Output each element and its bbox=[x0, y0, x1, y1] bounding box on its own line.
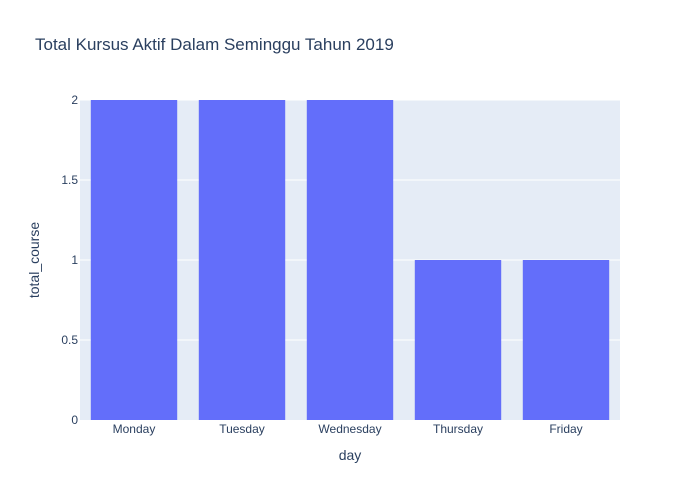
chart-title: Total Kursus Aktif Dalam Seminggu Tahun … bbox=[35, 35, 394, 54]
x-axis-ticks: Monday Tuesday Wednesday Thursday Friday bbox=[113, 422, 583, 436]
y-tick-label: 1.5 bbox=[61, 173, 78, 187]
y-tick-label: 0 bbox=[71, 413, 78, 427]
bars bbox=[90, 100, 610, 420]
bar-tuesday[interactable] bbox=[198, 100, 286, 420]
x-tick-label: Wednesday bbox=[318, 422, 381, 436]
bar-monday[interactable] bbox=[90, 100, 178, 420]
bar-wednesday[interactable] bbox=[306, 100, 394, 420]
x-tick-label: Thursday bbox=[433, 422, 483, 436]
bar-friday[interactable] bbox=[522, 260, 610, 420]
bar-thursday[interactable] bbox=[414, 260, 502, 420]
y-tick-label: 0.5 bbox=[61, 333, 78, 347]
y-axis-ticks: 0 0.5 1 1.5 2 bbox=[61, 93, 78, 427]
y-axis-title: total_course bbox=[26, 222, 42, 298]
x-tick-label: Friday bbox=[549, 422, 582, 436]
x-axis-title: day bbox=[339, 447, 362, 463]
x-tick-label: Monday bbox=[113, 422, 156, 436]
y-tick-label: 1 bbox=[71, 253, 78, 267]
x-tick-label: Tuesday bbox=[219, 422, 265, 436]
y-tick-label: 2 bbox=[71, 93, 78, 107]
